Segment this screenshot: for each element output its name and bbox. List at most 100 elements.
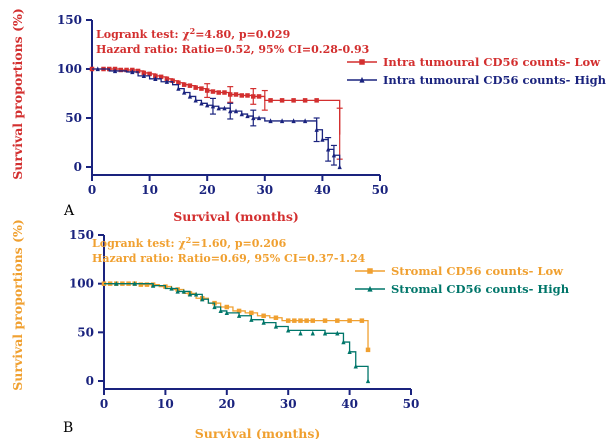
censor-marker: [181, 288, 186, 294]
censor-marker: [304, 318, 309, 323]
censor-marker: [210, 103, 216, 109]
hazard-ratio-annotation: Hazard ratio: Ratio=0.69, 95% CI=0.37-1.…: [92, 252, 366, 265]
y-tick-label: 0: [74, 160, 82, 174]
censor-marker: [135, 68, 141, 74]
y-axis-label: Survival proportions (%): [10, 219, 25, 391]
x-tick-label: 30: [280, 397, 297, 411]
legend: Intra tumoural CD56 counts- Low Intra tum…: [347, 55, 607, 87]
legend-swatch-marker: [359, 59, 365, 65]
series-high: [92, 66, 342, 170]
censor-marker: [164, 79, 170, 84]
censor-marker: [176, 80, 181, 85]
x-tick-label: 0: [100, 397, 108, 411]
censor-marker: [164, 76, 170, 82]
censor-marker: [212, 304, 217, 310]
series-low: [89, 66, 343, 160]
censor-marker: [335, 318, 340, 323]
censor-marker: [302, 98, 308, 103]
censor-marker: [187, 291, 193, 297]
censor-marker: [310, 330, 315, 336]
legend-entry: Stromal CD56 counts- Low: [355, 264, 564, 278]
x-tick-label: 40: [341, 397, 358, 411]
censor-marker: [365, 347, 371, 353]
censor-marker: [310, 318, 316, 323]
legend-swatch-marker: [367, 285, 373, 292]
legend-label: Intra tumoural CD56 counts- High: [383, 73, 607, 87]
censor-marker: [158, 74, 164, 80]
censor-marker: [150, 282, 156, 288]
legend-swatch-marker: [367, 268, 373, 274]
y-tick-label: 150: [69, 228, 94, 242]
censor-marker: [335, 330, 340, 336]
censor-marker: [279, 118, 285, 124]
censor-marker: [182, 89, 187, 95]
censor-marker: [285, 318, 291, 323]
censor-marker: [193, 85, 198, 90]
censor-marker: [347, 318, 352, 323]
censor-marker: [141, 70, 147, 76]
logrank-annotation: Logrank test: χ2=1.60, p=0.206: [92, 235, 287, 250]
censor-marker: [141, 73, 146, 78]
censor-marker: [256, 94, 262, 99]
censor-marker: [249, 310, 254, 316]
x-tick-label: 30: [256, 183, 273, 197]
censor-marker: [298, 330, 303, 336]
censor-marker: [228, 108, 233, 114]
censor-marker: [205, 102, 210, 108]
censor-marker: [326, 146, 331, 152]
censor-marker: [337, 164, 342, 170]
censor-marker: [273, 323, 279, 329]
x-tick-label: 10: [157, 397, 174, 411]
y-tick-label: 50: [65, 111, 82, 125]
censor-marker: [176, 85, 181, 91]
panel-label: B: [63, 420, 73, 436]
censor-marker: [130, 69, 135, 75]
censor-marker: [199, 100, 204, 106]
censor-marker: [153, 73, 158, 79]
censor-marker: [256, 115, 262, 121]
censor-marker: [286, 327, 291, 333]
y-tick-label: 150: [57, 13, 82, 27]
censor-marker: [193, 97, 198, 103]
censor-marker: [187, 93, 193, 99]
censor-marker: [239, 111, 244, 117]
censor-marker: [222, 105, 227, 111]
x-axis-label: Survival (months): [173, 209, 299, 224]
censor-marker: [341, 339, 346, 345]
censor-marker: [314, 98, 319, 103]
censor-marker: [353, 363, 358, 369]
censor-marker: [268, 98, 273, 103]
legend-entry: Intra tumoural CD56 counts- Low: [347, 55, 601, 69]
hazard-ratio-annotation: Hazard ratio: Ratio=0.52, 95% CI=0.28-0.…: [96, 43, 369, 56]
censor-marker: [245, 113, 250, 119]
series-high: [104, 281, 371, 384]
censor-marker: [153, 76, 158, 81]
censor-marker: [222, 90, 227, 95]
censor-marker: [249, 317, 254, 322]
legend-swatch-marker: [359, 76, 365, 83]
censor-marker: [273, 315, 279, 320]
censor-marker: [322, 330, 328, 336]
panel-a: 0 50 100 150 0 10 20 30 40 50 Survival (months) Sur…: [10, 8, 607, 224]
legend-entry: Stromal CD56 counts- High: [355, 282, 570, 296]
censor-marker: [268, 118, 273, 124]
censor-marker: [292, 318, 297, 323]
censor-marker: [314, 127, 319, 132]
censor-marker: [181, 82, 187, 87]
censor-marker: [291, 118, 296, 124]
y-tick-label: 0: [86, 374, 94, 388]
censor-marker: [216, 90, 221, 95]
x-tick-label: 20: [199, 183, 216, 197]
censor-marker: [224, 310, 229, 316]
survival-step-line: [92, 68, 341, 167]
y-tick-label: 50: [77, 325, 94, 339]
censor-marker: [251, 94, 256, 99]
censor-marker: [204, 88, 210, 93]
censor-marker: [236, 308, 242, 314]
censor-marker: [112, 68, 118, 74]
survival-step-line: [92, 68, 341, 135]
censor-marker: [138, 282, 144, 287]
y-axis-label: Survival proportions (%): [10, 8, 25, 180]
censor-marker: [144, 282, 150, 287]
